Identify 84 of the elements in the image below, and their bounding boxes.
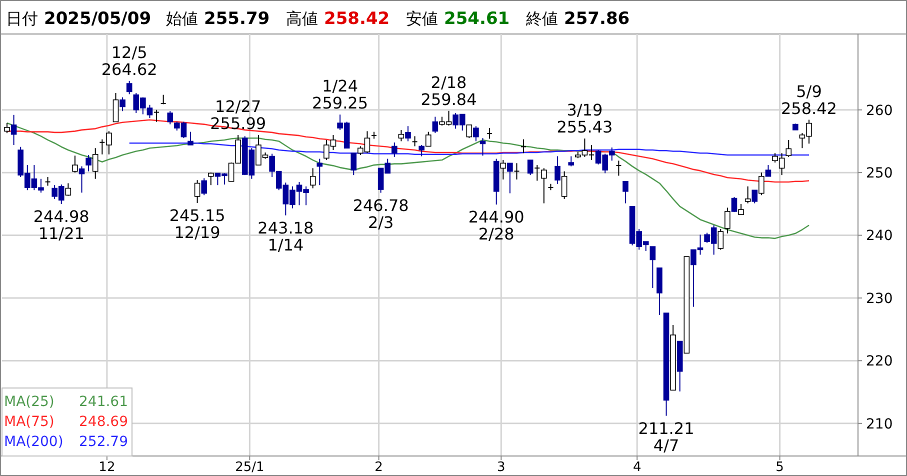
x-tick-label: 4 xyxy=(632,460,642,475)
candlestick xyxy=(744,186,751,204)
candlestick xyxy=(350,152,357,176)
candlestick xyxy=(201,178,207,196)
candlestick xyxy=(160,94,166,105)
candlestick xyxy=(724,207,730,234)
candlestick xyxy=(10,114,17,146)
annotation: 5/9 258.42 xyxy=(781,82,837,118)
y-tick-label: 240 xyxy=(866,228,893,244)
candlestick xyxy=(554,156,560,184)
candlestick xyxy=(412,136,418,147)
annotation: 211.21 4/7 xyxy=(638,418,694,455)
candlestick xyxy=(392,142,398,158)
candlestick xyxy=(718,228,724,250)
annotation: 244.90 2/28 xyxy=(468,208,524,244)
candlestick xyxy=(208,172,214,186)
candlestick xyxy=(738,203,744,216)
candlestick xyxy=(4,122,10,134)
candlestick xyxy=(405,126,411,142)
candlestick xyxy=(622,180,628,204)
candlestick xyxy=(487,128,492,140)
candlestick xyxy=(527,160,534,176)
annotation: 12/5 264.62 xyxy=(101,42,158,79)
annotation: 243.18 1/14 xyxy=(258,218,314,254)
candlestick xyxy=(507,162,513,194)
x-tick-label: 2 xyxy=(374,460,383,475)
x-tick-label: 12 xyxy=(98,460,116,475)
text: MA(200) 252.79 xyxy=(4,434,128,450)
annotation: 12/27 255.99 xyxy=(210,97,266,134)
candlestick xyxy=(310,168,316,189)
candlestick xyxy=(650,246,656,288)
x-tick-label: 5 xyxy=(776,460,784,475)
x-tick-label: 3 xyxy=(497,460,506,475)
y-tick-label: 220 xyxy=(866,354,893,370)
text: MA(75) 248.69 xyxy=(4,414,128,430)
candlestick xyxy=(466,124,472,139)
y-tick-label: 210 xyxy=(866,416,893,432)
candlestick xyxy=(126,80,132,95)
candlestick xyxy=(786,139,792,158)
candlestick xyxy=(194,180,200,204)
annotation: 246.78 2/3 xyxy=(352,196,409,232)
annotation: 3/19 255.43 xyxy=(556,100,613,137)
candlestick xyxy=(316,158,323,186)
text: MA(25) 241.61 xyxy=(4,394,128,410)
y-tick-label: 230 xyxy=(866,290,893,307)
candlestick xyxy=(758,172,764,196)
candlestick xyxy=(425,131,432,147)
candlestick xyxy=(432,116,438,134)
text: 高値 258.42 xyxy=(286,9,390,29)
candlestick xyxy=(188,131,194,146)
y-tick-label: 260 xyxy=(866,102,893,119)
candlestick xyxy=(534,164,540,182)
candlestick xyxy=(120,96,126,112)
candlestick xyxy=(418,144,424,157)
annotation: 1/24 259.25 xyxy=(312,76,368,113)
candlestick xyxy=(398,129,404,142)
candlestick xyxy=(752,190,758,204)
text: 始値 255.79 xyxy=(166,9,270,29)
text: 安値 254.61 xyxy=(406,9,510,29)
annotation: 2/18 259.84 xyxy=(420,72,477,109)
x-tick-label: 25/1 xyxy=(235,460,264,475)
annotation: 244.98 11/21 xyxy=(33,207,90,244)
candlestick xyxy=(731,196,738,213)
candlestick xyxy=(541,168,547,204)
candlestick xyxy=(72,155,78,174)
candlestick xyxy=(167,110,174,125)
candlestick xyxy=(86,154,92,172)
text: 日付 2025/05/09 xyxy=(6,9,152,29)
candlestick xyxy=(514,162,520,180)
candlestick xyxy=(765,164,772,177)
annotation: 245.15 12/19 xyxy=(169,206,226,242)
candlestick xyxy=(521,138,526,154)
candlestick xyxy=(568,156,574,167)
text: 終値 257.86 xyxy=(525,9,630,29)
y-tick-label: 250 xyxy=(866,165,893,182)
candlestick xyxy=(92,148,98,180)
candlestick xyxy=(112,92,119,122)
candlestick xyxy=(154,109,160,122)
candlestick xyxy=(65,182,72,196)
candlestick xyxy=(78,166,85,194)
candlestick xyxy=(500,160,506,180)
candlestick xyxy=(616,160,622,176)
candlestick xyxy=(561,170,568,200)
candlestick xyxy=(473,126,479,142)
